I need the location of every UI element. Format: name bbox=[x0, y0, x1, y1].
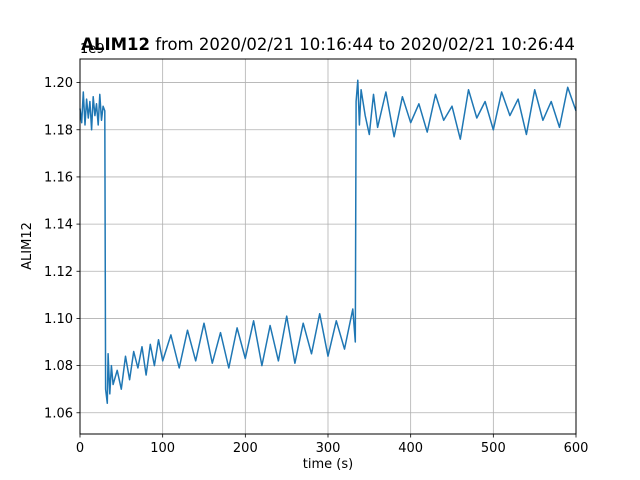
chart-title: ALIM12 from 2020/02/21 10:16:44 to 2020/… bbox=[81, 35, 575, 54]
y-offset-text: 1e9 bbox=[80, 42, 105, 57]
y-axis: 1.06 1.08 1.10 1.12 1.14 1.16 1.18 1.20 bbox=[44, 76, 80, 421]
grid-lines bbox=[79, 59, 577, 434]
y-tick-label: 1.14 bbox=[44, 218, 73, 233]
y-tick-label: 1.18 bbox=[44, 123, 73, 138]
y-tick-label: 1.12 bbox=[44, 265, 73, 280]
x-axis-label: time (s) bbox=[303, 457, 353, 472]
y-tick-label: 1.08 bbox=[44, 359, 73, 374]
x-tick-label: 200 bbox=[233, 441, 258, 456]
y-tick-label: 1.06 bbox=[44, 406, 73, 421]
x-tick-label: 0 bbox=[76, 441, 84, 456]
x-axis: 0 100 200 300 400 500 600 bbox=[76, 434, 589, 456]
y-axis-label: ALIM12 bbox=[20, 222, 35, 270]
x-tick-label: 500 bbox=[481, 441, 506, 456]
x-tick-label: 600 bbox=[564, 441, 589, 456]
chart-title-rest: from 2020/02/21 10:16:44 to 2020/02/21 1… bbox=[150, 35, 575, 54]
x-tick-label: 400 bbox=[398, 441, 423, 456]
y-tick-label: 1.20 bbox=[44, 76, 73, 91]
y-tick-label: 1.16 bbox=[44, 170, 73, 185]
x-tick-label: 100 bbox=[150, 441, 175, 456]
series-line bbox=[79, 79, 577, 405]
series-polyline bbox=[79, 79, 577, 405]
x-tick-label: 300 bbox=[316, 441, 341, 456]
y-tick-label: 1.10 bbox=[44, 312, 73, 327]
chart-title-bold: ALIM12 bbox=[81, 35, 150, 54]
